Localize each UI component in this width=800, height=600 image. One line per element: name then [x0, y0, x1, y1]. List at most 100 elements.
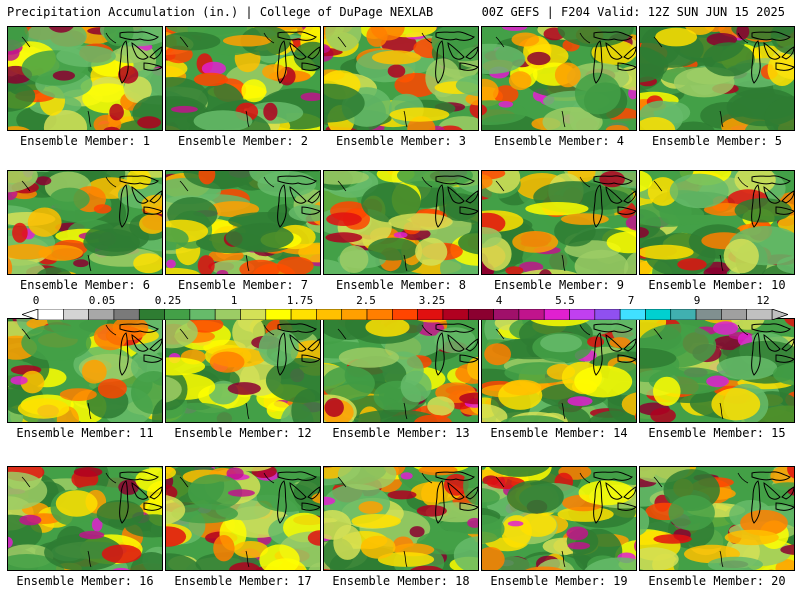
- boundary-line: [751, 332, 761, 376]
- precip-cell: [561, 213, 609, 225]
- colorbar-tick-label: 3.25: [418, 294, 446, 307]
- precip-cell: [609, 337, 631, 349]
- ensemble-map: [481, 318, 637, 423]
- precip-cell: [351, 514, 401, 529]
- precip-cell: [711, 388, 761, 421]
- ensemble-map: [481, 170, 637, 275]
- boundary-line: [751, 40, 761, 84]
- colorbar-segment: [138, 309, 165, 320]
- precip-cell: [484, 343, 511, 366]
- precip-cell: [414, 414, 452, 422]
- precip-cell: [387, 490, 417, 500]
- ensemble-member-label: Ensemble Member: 5: [651, 134, 783, 148]
- precip-cell: [166, 402, 234, 422]
- boundary-line: [763, 186, 781, 204]
- precip-cell: [507, 480, 564, 514]
- precip-cell: [166, 376, 182, 403]
- colorbar-segment: [569, 309, 596, 320]
- colorbar-segment: [214, 309, 241, 320]
- ensemble-member-label: Ensemble Member: 6: [19, 278, 151, 292]
- precip-cell: [166, 553, 202, 570]
- ensemble-member-label: Ensemble Member: 18: [332, 574, 470, 588]
- colorbar-segment: [721, 309, 747, 320]
- precip-cell: [166, 495, 186, 525]
- boundary-line: [447, 186, 465, 204]
- precip-cell: [213, 535, 235, 562]
- boundary-line: [119, 471, 159, 481]
- boundary-line: [775, 206, 794, 215]
- colorbar-tick-label: 9: [693, 294, 701, 307]
- ensemble-member-label: Ensemble Member: 13: [332, 426, 470, 440]
- precip-field: [640, 319, 794, 422]
- precip-cell: [79, 530, 105, 540]
- precip-cell: [578, 480, 635, 506]
- precip-cell: [459, 392, 478, 405]
- boundary-line: [775, 354, 794, 363]
- precip-cell: [784, 319, 794, 327]
- precip-cell: [300, 92, 320, 102]
- ensemble-member-label: Ensemble Member: 10: [648, 278, 786, 292]
- colorbar-segment: [695, 309, 722, 320]
- boundary-line: [561, 550, 566, 568]
- precip-cell: [361, 182, 421, 223]
- boundary-line: [301, 62, 320, 71]
- precip-cell: [59, 388, 97, 401]
- precip-cell: [512, 231, 559, 253]
- boundary-line: [277, 471, 317, 481]
- precip-cell: [52, 70, 75, 81]
- precip-cell: [324, 171, 369, 185]
- boundary-line: [561, 110, 566, 128]
- precip-cell: [706, 375, 729, 388]
- precip-cell: [8, 259, 46, 274]
- precip-cell: [188, 474, 243, 510]
- precip-cell: [640, 244, 694, 260]
- precip-cell: [166, 526, 187, 547]
- colorbar-tick-label: 2.5: [356, 294, 376, 307]
- boundary-line: [337, 328, 347, 340]
- precip-cell: [37, 267, 72, 274]
- precip-cell: [713, 321, 739, 335]
- colorbar-tick-label: 4: [495, 294, 503, 307]
- boundary-line: [337, 476, 347, 488]
- precip-cell: [507, 520, 524, 527]
- precip-cell: [358, 501, 383, 514]
- boundary-line: [653, 476, 663, 488]
- precip-cell: [109, 103, 124, 121]
- boundary-line: [421, 176, 433, 188]
- boundary-line: [495, 180, 505, 192]
- boundary-line: [593, 480, 603, 524]
- precip-cell: [241, 79, 267, 103]
- boundary-line: [561, 254, 566, 272]
- boundary-line: [131, 186, 149, 204]
- precip-cell: [324, 496, 336, 506]
- precip-cell: [8, 257, 13, 274]
- precip-cell: [166, 267, 200, 274]
- precip-cell: [503, 379, 542, 396]
- precip-cell: [101, 544, 142, 564]
- boundary-line: [495, 476, 505, 488]
- precip-cell: [166, 227, 189, 251]
- precip-field: [482, 467, 636, 570]
- precip-cell: [500, 415, 565, 422]
- precip-cell: [197, 255, 215, 274]
- ensemble-member-label: Ensemble Member: 14: [490, 426, 628, 440]
- precip-cell: [640, 547, 679, 570]
- boundary-line: [21, 36, 31, 48]
- boundary-line: [105, 472, 117, 484]
- precip-cell: [324, 44, 331, 54]
- precip-field: [640, 171, 794, 274]
- precip-field: [324, 319, 478, 422]
- precip-cell: [73, 259, 89, 268]
- precip-cell: [257, 171, 317, 198]
- ensemble-map: [639, 466, 795, 571]
- colorbar-segment: [670, 309, 697, 320]
- boundary-line: [763, 334, 781, 352]
- boundary-line: [605, 186, 623, 204]
- precip-cell: [20, 370, 45, 394]
- precip-cell: [166, 31, 221, 51]
- precip-cell: [525, 566, 564, 570]
- precip-cell: [324, 510, 352, 540]
- precip-cell: [8, 126, 30, 130]
- precip-cell: [606, 231, 636, 254]
- precip-cell: [482, 547, 505, 570]
